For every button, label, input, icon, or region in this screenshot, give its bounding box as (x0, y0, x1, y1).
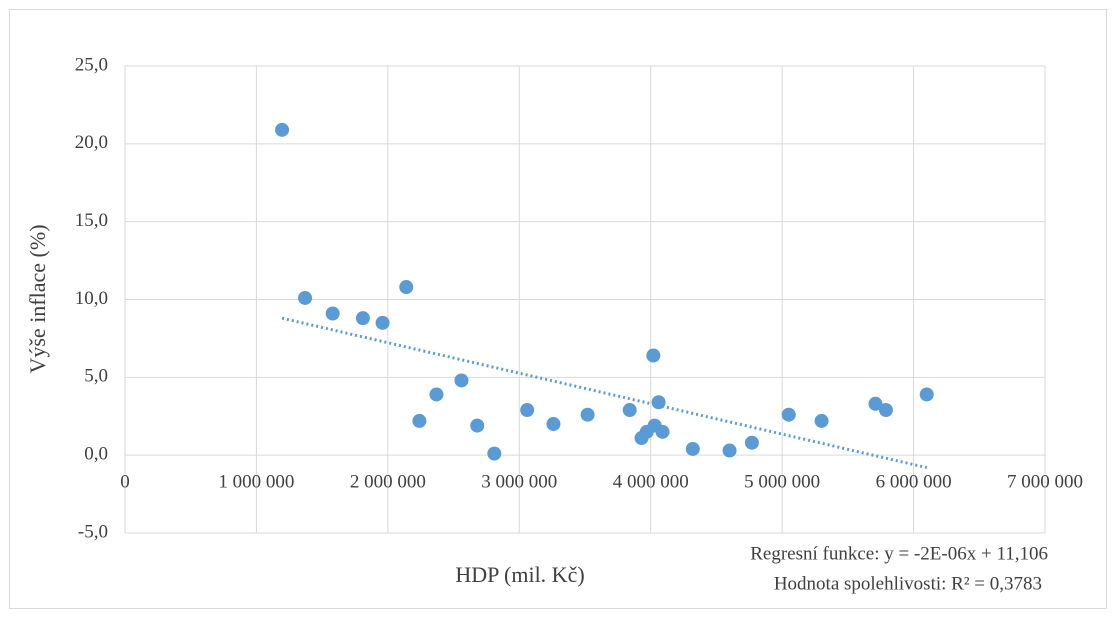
x-tick-label: 0 (120, 472, 130, 493)
y-tick-label: 15,0 (75, 210, 108, 231)
y-tick-label: -5,0 (78, 521, 108, 542)
x-tick-label: 1 000 000 (218, 472, 294, 493)
point (685, 441, 700, 456)
x-tick-label: 5 000 000 (744, 472, 820, 493)
point (275, 122, 290, 137)
point (878, 403, 893, 418)
annotation: Regresní funkce: y = -2E-06x + 11,106 (750, 543, 1048, 564)
x-tick-label: 6 000 000 (876, 472, 952, 493)
point (355, 311, 370, 326)
point (412, 413, 427, 428)
point (325, 306, 340, 321)
x-tick-label: 2 000 000 (350, 472, 426, 493)
y-axis-label: Výše inflace (%) (25, 224, 50, 373)
point (814, 413, 829, 428)
point (429, 387, 444, 402)
point (375, 315, 390, 330)
point (646, 348, 661, 363)
point (399, 280, 414, 295)
point (546, 417, 561, 432)
y-tick-label: 5,0 (84, 366, 108, 387)
point (580, 407, 595, 422)
chart-frame (9, 9, 1107, 609)
trendline (281, 316, 928, 470)
y-tick-label: 10,0 (75, 288, 108, 309)
x-tick-label: 4 000 000 (613, 472, 689, 493)
annotation: Hodnota spolehlivosti: R² = 0,3783 (774, 573, 1042, 594)
y-tick-label: 25,0 (75, 54, 108, 75)
y-tick-label: 20,0 (75, 132, 108, 153)
x-tick-label: 7 000 000 (1007, 472, 1083, 493)
x-axis-label: HDP (mil. Kč) (455, 562, 584, 587)
point (868, 396, 883, 411)
point (298, 290, 313, 305)
point (487, 446, 502, 461)
point (722, 443, 737, 458)
x-tick-label: 3 000 000 (481, 472, 557, 493)
point (919, 387, 934, 402)
point (622, 403, 637, 418)
point (781, 407, 796, 422)
point (520, 403, 535, 418)
point (651, 395, 666, 410)
point (744, 435, 759, 450)
point (655, 424, 670, 439)
y-tick-label: 0,0 (84, 444, 108, 465)
point (470, 418, 485, 433)
point (454, 373, 469, 388)
